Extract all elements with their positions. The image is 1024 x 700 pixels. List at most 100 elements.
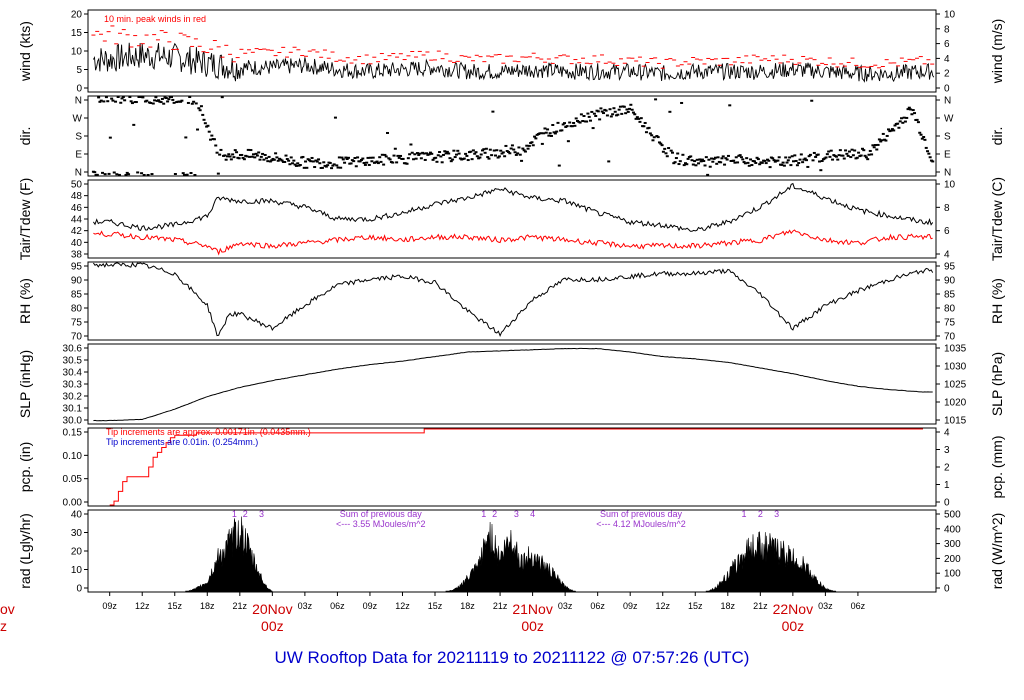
- series-line-rh: [92, 262, 934, 338]
- y-tick-label-right-rh: 80: [944, 304, 956, 315]
- x-tick-label: 06z: [851, 601, 866, 611]
- x-tick-label: 12z: [655, 601, 670, 611]
- y-axis-label-left-rad: rad (Lgly/hr): [17, 513, 33, 588]
- y-tick-label-right-pcp: 2: [944, 463, 950, 474]
- series-line-slp: [93, 347, 933, 422]
- y-tick-label-right-rad: 500: [944, 510, 961, 521]
- y-tick-label-right-dir: W: [944, 114, 954, 125]
- x-tick-label: 06z: [330, 601, 345, 611]
- y-tick-label-left-rh: 70: [71, 332, 83, 343]
- y-tick-label-right-rad: 300: [944, 539, 961, 550]
- rad-note-day1-title: Sum of previous day: [340, 509, 423, 519]
- y-tick-label-right-wind: 8: [944, 24, 950, 35]
- rad-note-day2-sum: <--- 4.12 MJoules/m^2: [596, 519, 686, 529]
- wind-annotation: 10 min. peak winds in red: [104, 14, 206, 24]
- y-tick-label-right-temp: 4: [944, 250, 950, 261]
- rad-marker: 3: [259, 509, 264, 519]
- y-tick-label-left-pcp: 0.05: [63, 474, 83, 485]
- series-line-wind-speed: [93, 42, 935, 83]
- y-axis-label-left-dir: dir.: [17, 127, 33, 146]
- rad-marker: 2: [758, 509, 763, 519]
- y-tick-label-left-wind: 10: [71, 47, 83, 58]
- y-tick-label-left-temp: 42: [71, 226, 83, 237]
- y-tick-label-right-slp: 1035: [944, 344, 967, 355]
- day-label-hour: 00z: [521, 618, 544, 634]
- y-tick-label-right-dir: N: [944, 168, 951, 179]
- y-tick-label-left-wind: 0: [76, 84, 82, 95]
- y-tick-label-right-pcp: 4: [944, 428, 950, 439]
- series-line-tdew: [93, 229, 933, 256]
- y-tick-label-left-slp: 30.1: [63, 404, 83, 415]
- y-tick-label-right-slp: 1020: [944, 398, 967, 409]
- x-tick-label: 18z: [460, 601, 475, 611]
- y-axis-label-left-rh: RH (%): [17, 278, 33, 324]
- x-tick-label: 09z: [102, 601, 117, 611]
- y-tick-label-right-dir: N: [944, 96, 951, 107]
- y-axis-label-right-dir: dir.: [989, 127, 1005, 146]
- x-tick-label: 21z: [753, 601, 768, 611]
- y-tick-label-right-pcp: 3: [944, 445, 950, 456]
- y-tick-label-left-dir: W: [73, 114, 83, 125]
- x-tick-label: 03z: [298, 601, 313, 611]
- y-tick-label-left-rh: 90: [71, 276, 83, 287]
- day-label-hour: 00z: [782, 618, 805, 634]
- y-tick-label-left-rh: 75: [71, 318, 83, 329]
- y-tick-label-right-dir: E: [944, 150, 951, 161]
- y-tick-label-right-rh: 70: [944, 332, 956, 343]
- x-tick-label: 21z: [233, 601, 248, 611]
- x-tick-label: 18z: [721, 601, 736, 611]
- y-tick-label-right-rh: 90: [944, 276, 956, 287]
- y-axis-label-right-slp: SLP (hPa): [989, 352, 1005, 416]
- series-line-precip: [109, 428, 923, 506]
- y-tick-label-left-wind: 5: [76, 65, 82, 76]
- day-label-date: 22Nov: [773, 601, 813, 617]
- pcp-note-approx: Tip increments are approx. 0.00171in. (0…: [106, 427, 311, 437]
- day-label-date: 21Nov: [512, 601, 552, 617]
- panel-frame-dir: [87, 95, 937, 177]
- y-tick-label-right-pcp: 0: [944, 498, 950, 509]
- rad-marker: 1: [481, 509, 486, 519]
- y-tick-label-left-rad: 20: [71, 547, 83, 558]
- y-tick-label-left-pcp: 0.10: [63, 451, 83, 462]
- y-tick-label-right-wind: 4: [944, 54, 950, 65]
- day-label-cut-hour: z: [0, 618, 7, 634]
- y-tick-label-left-temp: 48: [71, 191, 83, 202]
- y-tick-label-right-rh: 95: [944, 262, 956, 273]
- y-tick-label-left-temp: 46: [71, 203, 83, 214]
- y-tick-label-left-pcp: 0.15: [63, 428, 83, 439]
- x-tick-label: 15z: [428, 601, 443, 611]
- y-tick-label-right-rad: 400: [944, 524, 961, 535]
- y-tick-label-left-slp: 30.3: [63, 380, 83, 391]
- x-tick-label: 15z: [688, 601, 703, 611]
- y-tick-label-right-rh: 85: [944, 290, 956, 301]
- y-tick-label-left-slp: 30.2: [63, 392, 83, 403]
- y-tick-label-left-dir: E: [75, 150, 82, 161]
- y-tick-label-right-dir: S: [944, 132, 951, 143]
- x-tick-label: 09z: [623, 601, 638, 611]
- x-tick-label: 03z: [558, 601, 573, 611]
- panel-frame-rh: [87, 261, 937, 341]
- y-tick-label-left-temp: 44: [71, 215, 83, 226]
- y-tick-label-right-rad: 0: [944, 584, 950, 595]
- panel-frame-slp: [87, 343, 937, 425]
- y-axis-label-left-slp: SLP (inHg): [17, 350, 33, 418]
- y-tick-label-left-dir: N: [75, 168, 82, 179]
- rad-marker: 3: [774, 509, 779, 519]
- x-tick-label: 21z: [493, 601, 508, 611]
- y-tick-label-left-pcp: 0.00: [63, 498, 83, 509]
- y-axis-label-left-wind: wind (kts): [17, 21, 33, 82]
- y-tick-label-right-temp: 6: [944, 226, 950, 237]
- series-line-tair: [92, 182, 934, 232]
- y-tick-label-right-rad: 200: [944, 554, 961, 565]
- y-tick-label-right-slp: 1030: [944, 362, 967, 373]
- y-tick-label-right-temp: 10: [944, 180, 956, 191]
- y-tick-label-left-rh: 80: [71, 304, 83, 315]
- x-tick-label: 09z: [363, 601, 378, 611]
- y-tick-label-right-wind: 6: [944, 39, 950, 50]
- y-tick-label-right-slp: 1015: [944, 416, 967, 427]
- x-tick-label: 12z: [395, 601, 410, 611]
- y-tick-label-right-temp: 8: [944, 203, 950, 214]
- day-label-cut-date: ov: [0, 601, 15, 617]
- rad-note-day2-title: Sum of previous day: [600, 509, 683, 519]
